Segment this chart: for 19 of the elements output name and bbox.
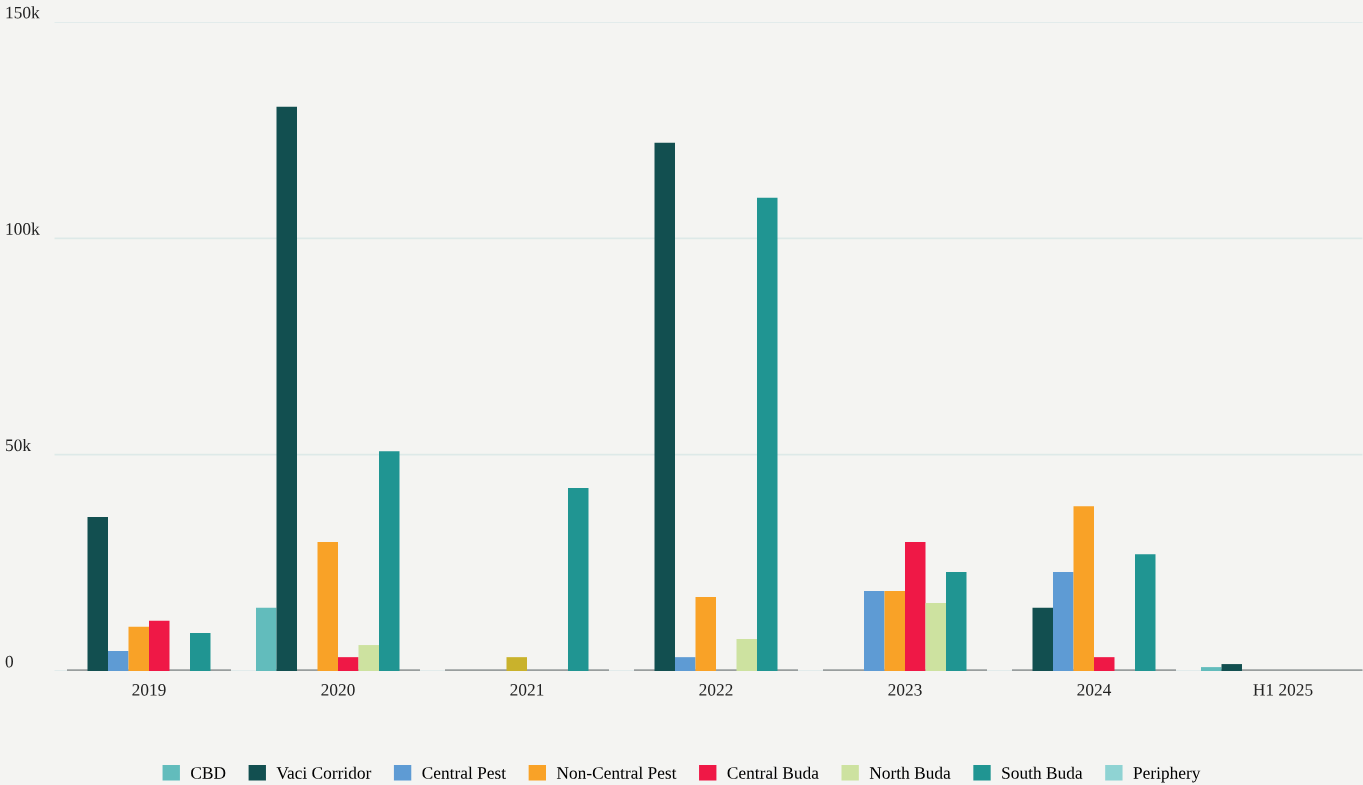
legend-label: Central Buda: [727, 766, 819, 779]
legend-label: CBD: [191, 767, 226, 779]
x-tick-label: H1 2025: [1253, 684, 1313, 696]
x-tick-label: 2019: [132, 684, 166, 696]
legend-label: South Buda: [1002, 766, 1083, 779]
x-tick-label: 2021: [510, 684, 544, 696]
x-tick-label: 2020: [321, 684, 355, 696]
legend-label: Periphery: [1133, 766, 1201, 783]
legend-label: North Buda: [869, 766, 951, 779]
x-tick-label: 2022: [699, 684, 733, 696]
legend-label: Non-Central Pest: [556, 766, 677, 779]
legend-label: Vaci Corridor: [276, 766, 372, 779]
x-tick-label: 2024: [1077, 684, 1112, 696]
y-tick-label: 100k: [6, 222, 40, 235]
x-tick-label: 2023: [888, 684, 922, 696]
y-tick-label: 0: [5, 655, 14, 668]
y-tick-label: 150k: [6, 6, 40, 19]
y-tick-label: 50k: [6, 438, 32, 452]
legend-label: Central Pest: [422, 766, 506, 779]
